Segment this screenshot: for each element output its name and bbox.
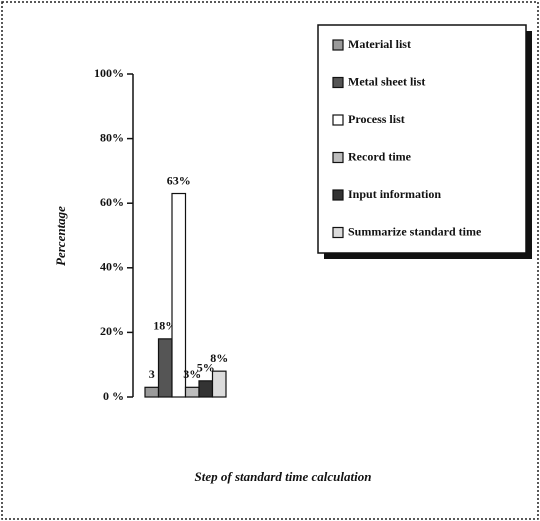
y-tick-label: 60% <box>100 195 124 209</box>
legend-swatch <box>333 190 343 200</box>
legend-swatch <box>333 115 343 125</box>
legend-label: Summarize standard time <box>348 224 482 238</box>
value-label: 63% <box>167 173 191 187</box>
bar <box>213 371 227 397</box>
legend-label: Material list <box>348 37 411 51</box>
legend-label: Metal sheet list <box>348 74 425 88</box>
x-axis-title: Step of standard time calculation <box>195 469 372 484</box>
value-label: 8% <box>210 351 228 365</box>
legend-swatch <box>333 228 343 238</box>
legend-swatch <box>333 40 343 50</box>
legend-label: Input information <box>348 187 441 201</box>
legend-swatch <box>333 153 343 163</box>
value-label: 3 <box>149 367 155 381</box>
bar <box>159 339 173 397</box>
y-tick-label: 20% <box>100 324 124 338</box>
y-axis-title: Percentage <box>53 206 68 266</box>
chart: Step of standard time calculation Percen… <box>0 0 540 521</box>
bar <box>186 387 200 397</box>
y-tick-label: 80% <box>100 130 124 144</box>
legend-label: Process list <box>348 112 405 126</box>
legend-box <box>318 25 526 253</box>
legend-label: Record time <box>348 149 412 163</box>
y-tick-label: 40% <box>100 260 124 274</box>
legend-swatch <box>333 78 343 88</box>
bar <box>199 381 213 397</box>
y-tick-label: 0 % <box>103 389 124 403</box>
bar <box>145 387 159 397</box>
y-tick-label: 100% <box>94 66 124 80</box>
